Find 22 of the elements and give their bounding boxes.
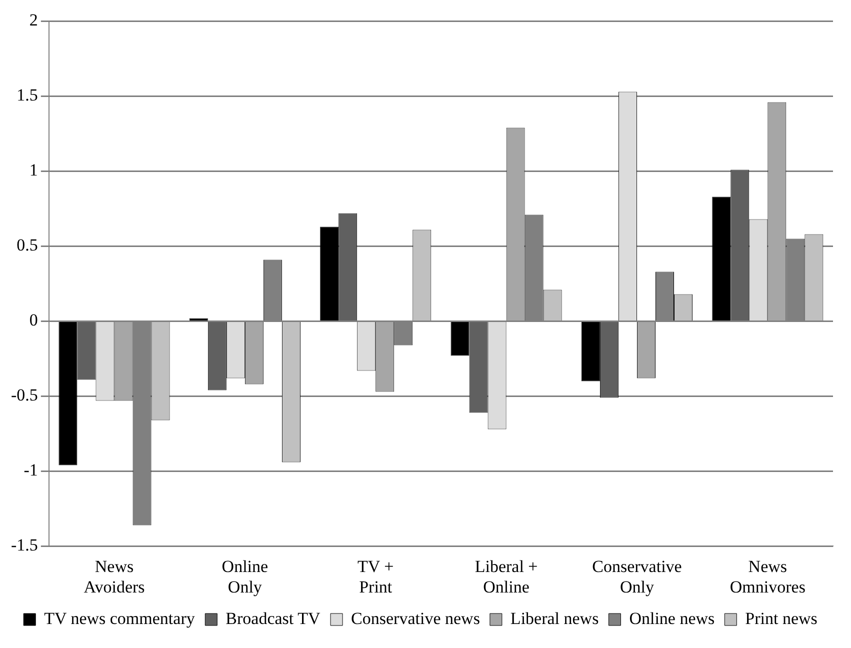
legend-label: Liberal news [510,608,599,628]
y-tick-label: 0 [29,310,38,330]
y-tick-label: -1.5 [10,536,38,555]
y-tick-label: 1 [29,160,38,180]
x-tick-label: News Avoiders [84,556,145,596]
x-tick-label: Online Only [222,556,268,596]
legend-label: TV news commentary [44,608,196,628]
y-tick-label: 2 [29,10,38,30]
bar [320,226,339,320]
x-tick-label: Liberal + Online [474,556,538,596]
y-tick-label: 0.5 [16,236,38,255]
y-tick-label: -0.5 [10,386,38,405]
y-tick-label: 1.5 [16,86,38,105]
legend-label: Print news [745,608,818,628]
bar [712,196,731,320]
legend-label: Conservative news [351,608,480,628]
legend-label: Online news [629,608,715,628]
legend-label: Broadcast TV [226,608,321,628]
x-tick-label: TV + Print [358,556,394,596]
x-tick-label: News Omnivores [730,556,806,596]
y-tick-label: -1 [24,460,38,480]
x-tick-label: Conservative Only [592,556,682,596]
